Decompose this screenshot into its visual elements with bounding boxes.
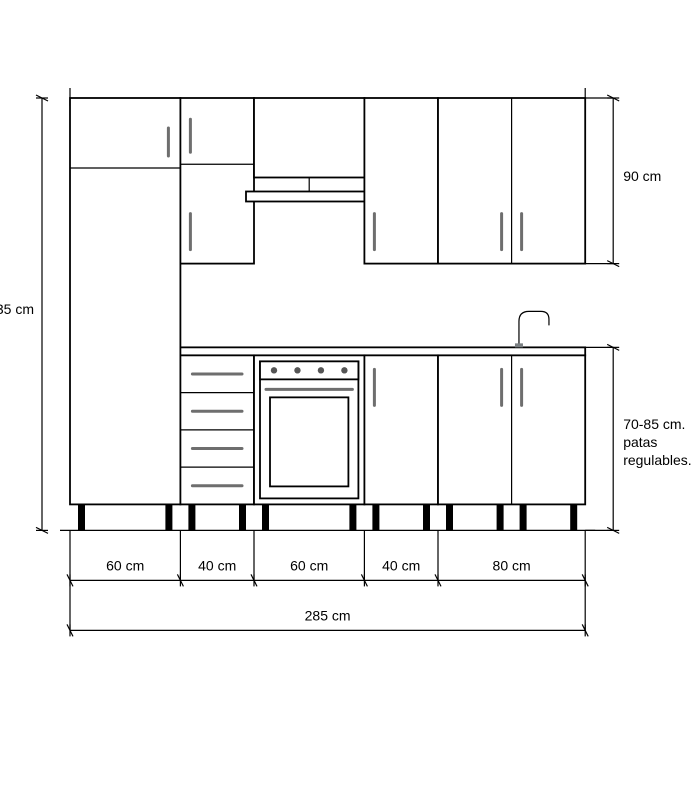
dim-total-width: 285 cm [305,607,351,623]
dim-lower-height-3: regulables. [623,452,692,468]
dim-width-2: 60 cm [290,557,328,573]
dim-width-0: 60 cm [106,557,144,573]
dim-width-4: 80 cm [493,557,531,573]
dim-lower-height-2: patas [623,434,657,450]
dim-upper-height: 90 cm [623,168,661,184]
dim-lower-height-1: 70-85 cm. [623,416,685,432]
dim-total-height: 235 cm [0,301,34,317]
dim-width-3: 40 cm [382,557,420,573]
dim-width-1: 40 cm [198,557,236,573]
